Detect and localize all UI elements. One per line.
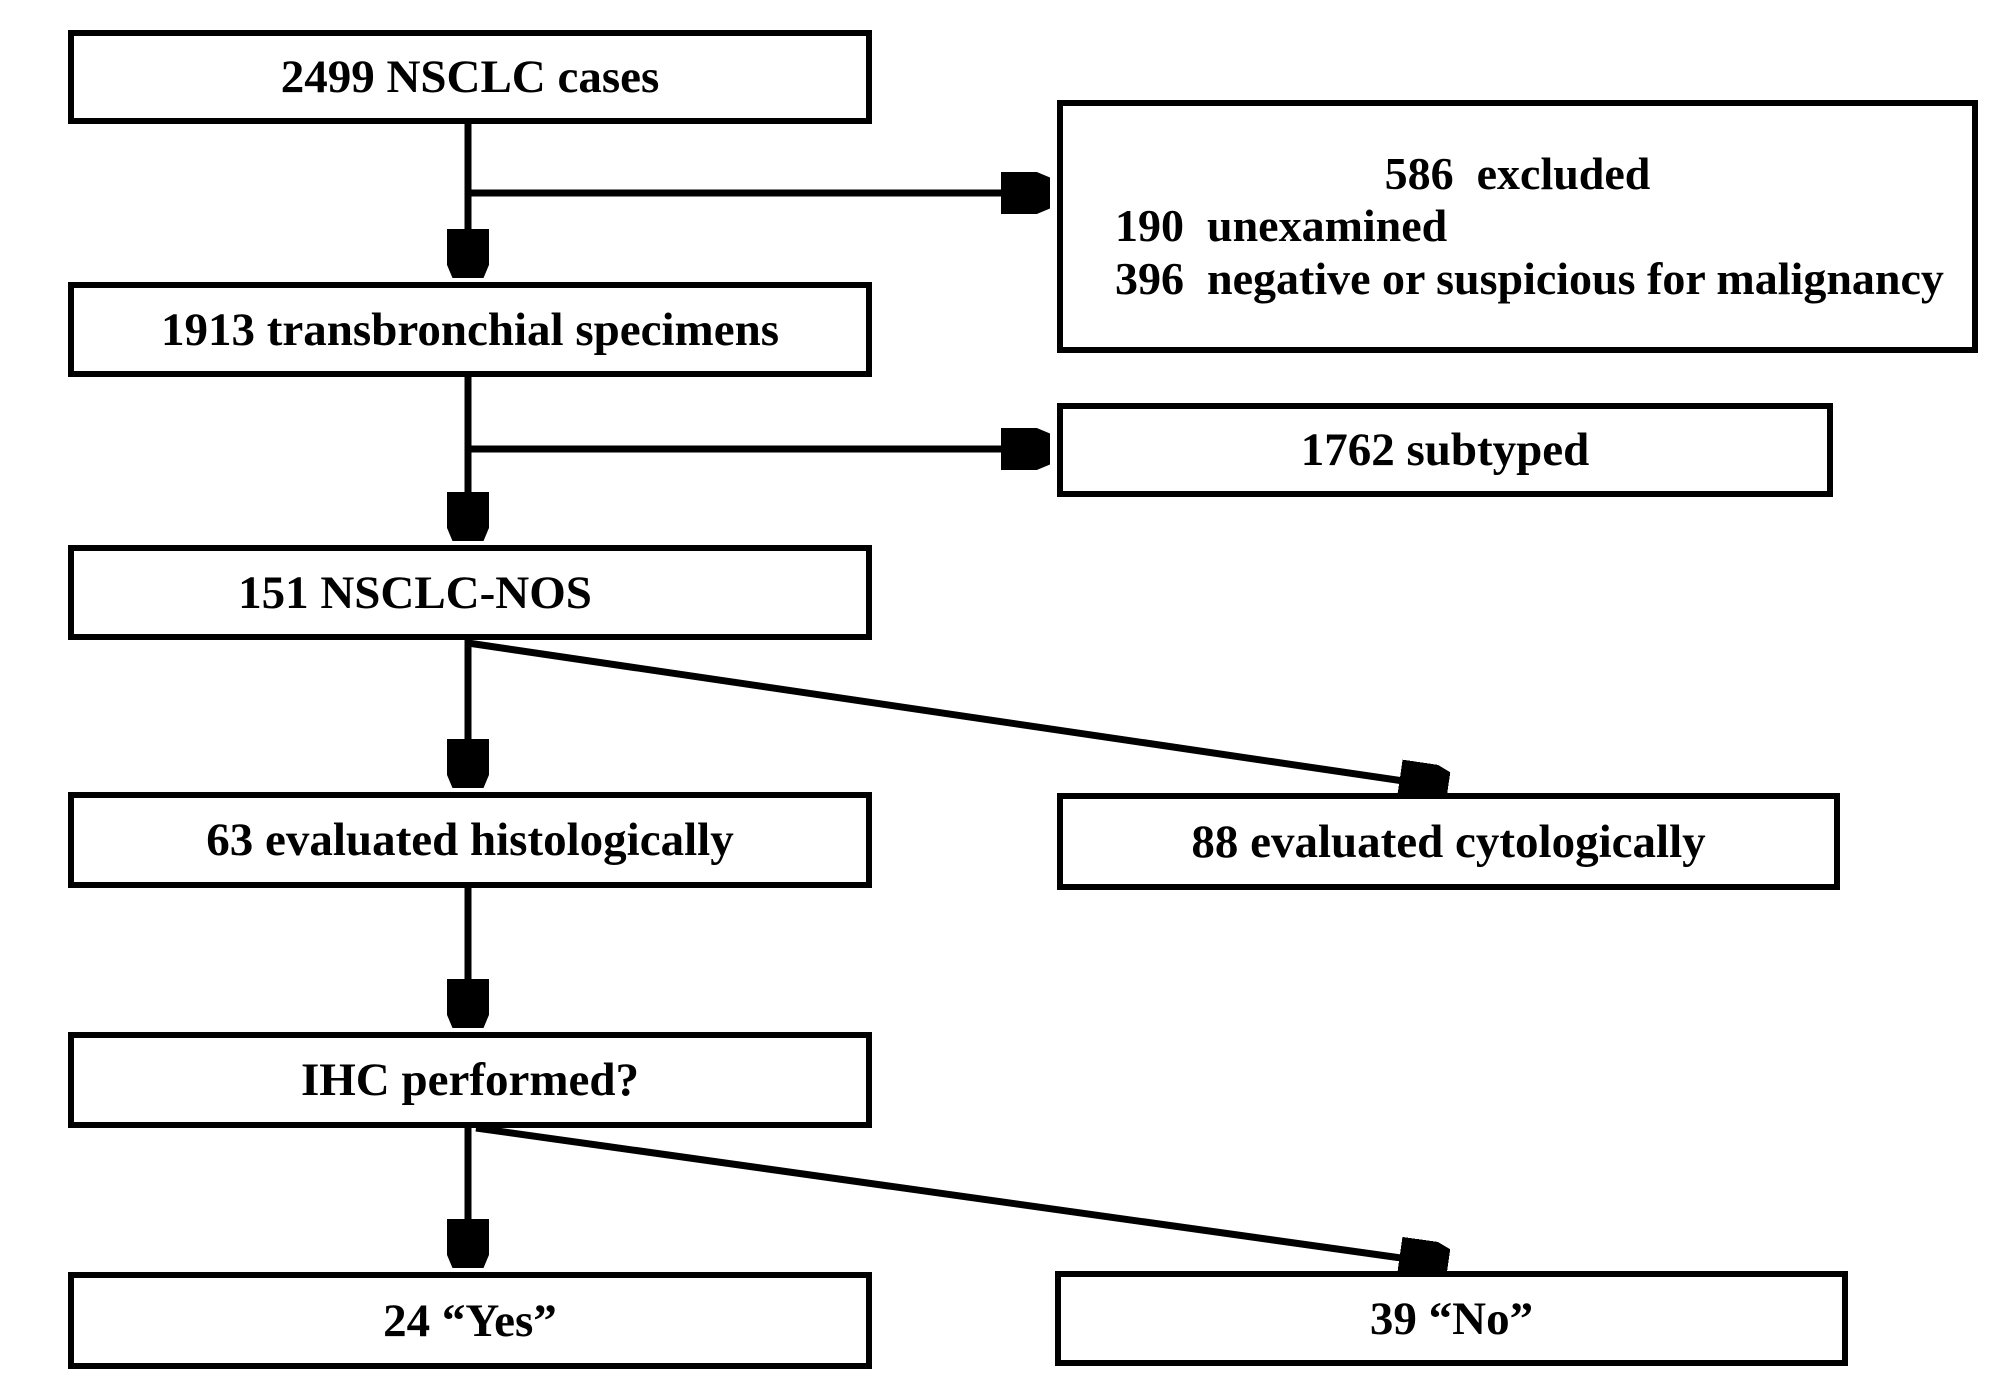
box-evaluated-histologically: 63 evaluated histologically — [68, 792, 872, 888]
box-ihc-performed: IHC performed? — [68, 1032, 872, 1128]
box-subtyped: 1762 subtyped — [1057, 403, 1833, 497]
box-ihc-no: 39 “No” — [1055, 1271, 1848, 1366]
excluded-unexamined-line: 190 unexamined — [1115, 200, 1448, 252]
arrow-nos-to-cytology — [467, 639, 1444, 787]
box-excluded: 586 excluded 190 unexamined 396 negative… — [1057, 100, 1978, 353]
box-nsclc-nos: 151 NSCLC-NOS — [68, 545, 872, 640]
box-nsclc-cases: 2499 NSCLC cases — [68, 30, 872, 124]
box-ihc-yes: 24 “Yes” — [68, 1272, 872, 1369]
arrow-ihc-to-no — [475, 1124, 1444, 1264]
excluded-total-line: 586 excluded — [1384, 147, 1651, 199]
excluded-negative-line: 396 negative or suspicious for malignanc… — [1115, 252, 1944, 304]
box-transbronchial-specimens: 1913 transbronchial specimens — [68, 282, 872, 377]
box-evaluated-cytologically: 88 evaluated cytologically — [1057, 793, 1840, 890]
